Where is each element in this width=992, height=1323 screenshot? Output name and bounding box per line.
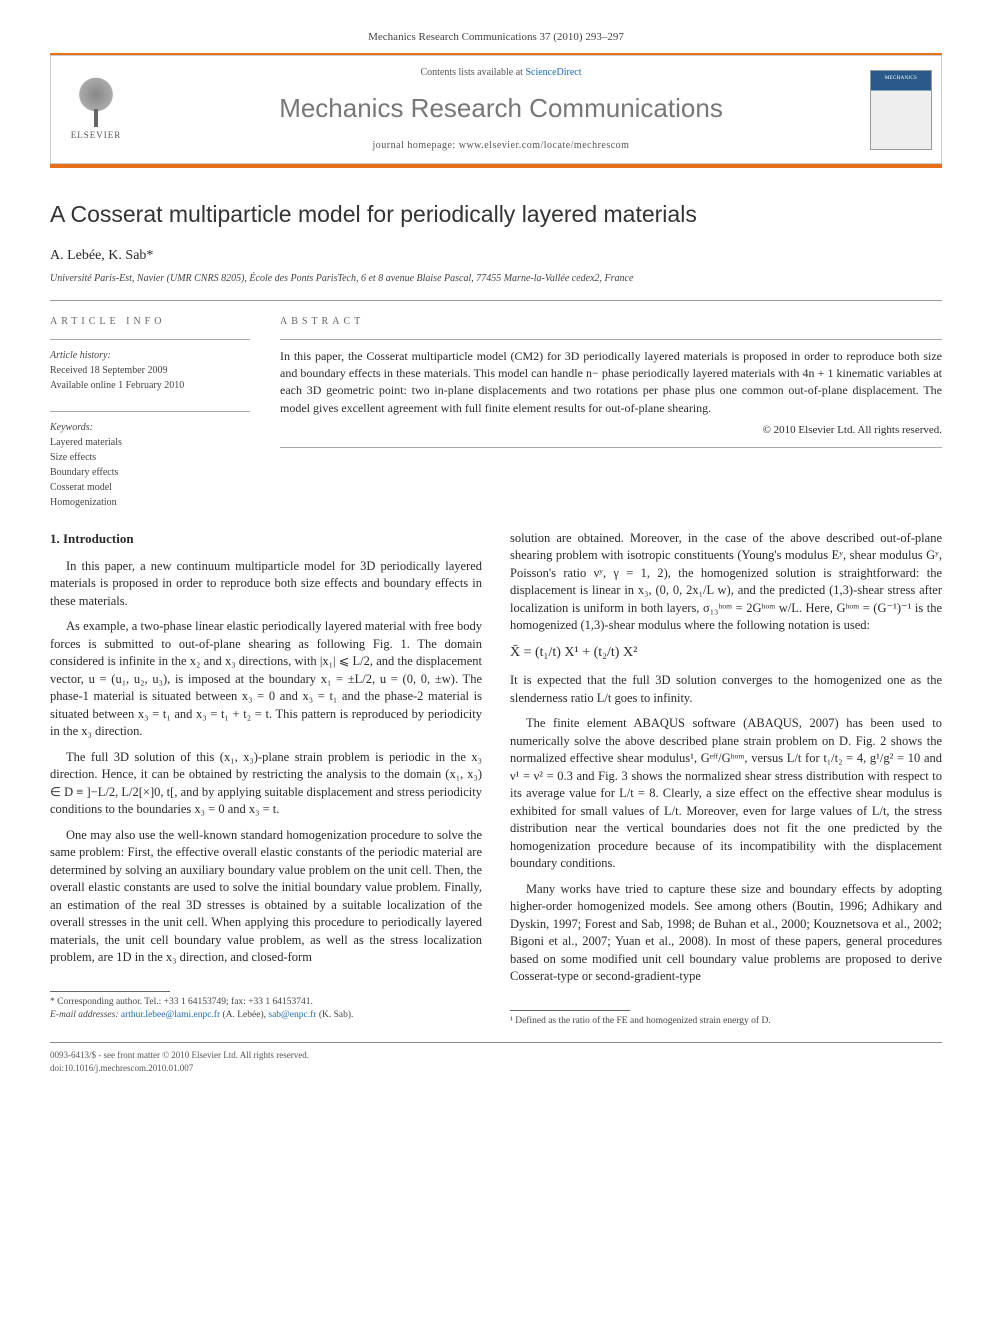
homepage-prefix: journal homepage:: [373, 140, 459, 151]
footnote-1: ¹ Defined as the ratio of the FE and hom…: [510, 1015, 942, 1028]
article-info-label: ARTICLE INFO: [50, 315, 250, 329]
publisher-name: ELSEVIER: [71, 129, 122, 142]
abstract-divider: [280, 339, 942, 340]
running-header: Mechanics Research Communications 37 (20…: [50, 30, 942, 45]
article-history: Article history: Received 18 September 2…: [50, 348, 250, 393]
keyword: Cosserat model: [50, 480, 250, 495]
abstract-label: ABSTRACT: [280, 315, 942, 329]
email-who: (A. Lebée),: [220, 1010, 268, 1020]
authors: A. Lebée, K. Sab*: [50, 246, 942, 266]
header-center: Contents lists available at ScienceDirec…: [141, 56, 861, 162]
journal-header: ELSEVIER Contents lists available at Sci…: [50, 55, 942, 163]
cover-thumb-cell: [861, 56, 941, 162]
keyword: Boundary effects: [50, 465, 250, 480]
page-bottom-divider: [50, 1042, 942, 1043]
journal-homepage: journal homepage: www.elsevier.com/locat…: [373, 139, 630, 153]
email-link[interactable]: sab@enpc.fr: [268, 1010, 316, 1020]
page-footer: 0093-6413/$ - see front matter © 2010 El…: [50, 1049, 942, 1074]
doi-line: doi:10.1016/j.mechrescom.2010.01.007: [50, 1062, 309, 1075]
body-paragraph: As example, a two-phase linear elastic p…: [50, 618, 482, 741]
footnote-divider: [50, 991, 170, 992]
footnote-divider: [510, 1010, 630, 1011]
journal-cover-thumb: [870, 70, 932, 150]
keyword: Size effects: [50, 450, 250, 465]
history-line: Available online 1 February 2010: [50, 378, 250, 393]
equation: X̄ = (t₁/t) X¹ + (t₂/t) X²: [510, 643, 942, 663]
abstract-copyright: © 2010 Elsevier Ltd. All rights reserved…: [280, 423, 942, 438]
journal-title: Mechanics Research Communications: [279, 90, 723, 126]
history-label: Article history:: [50, 348, 250, 363]
info-divider-2: [50, 411, 250, 412]
homepage-url[interactable]: www.elsevier.com/locate/mechrescom: [459, 140, 630, 151]
keywords-block: Keywords: Layered materials Size effects…: [50, 420, 250, 510]
right-footnotes: ¹ Defined as the ratio of the FE and hom…: [510, 1010, 942, 1028]
contents-line: Contents lists available at ScienceDirec…: [420, 66, 581, 80]
corresponding-footnote: * Corresponding author. Tel.: +33 1 6415…: [50, 996, 482, 1009]
corresponding-marker: *: [146, 248, 153, 263]
section-heading-intro: 1. Introduction: [50, 530, 482, 548]
emails-label: E-mail addresses:: [50, 1010, 121, 1020]
left-footnotes: * Corresponding author. Tel.: +33 1 6415…: [50, 991, 482, 1023]
keyword: Layered materials: [50, 435, 250, 450]
body-paragraph: solution are obtained. Moreover, in the …: [510, 530, 942, 635]
elsevier-tree-icon: [71, 77, 121, 127]
abstract-text: In this paper, the Cosserat multiparticl…: [280, 348, 942, 418]
contents-prefix: Contents lists available at: [420, 67, 525, 78]
body-paragraph: Many works have tried to capture these s…: [510, 881, 942, 986]
body-paragraph: The finite element ABAQUS software (ABAQ…: [510, 715, 942, 873]
body-paragraph: In this paper, a new continuum multipart…: [50, 558, 482, 611]
email-who: (K. Sab).: [316, 1010, 353, 1020]
history-line: Received 18 September 2009: [50, 363, 250, 378]
info-divider-1: [50, 339, 250, 340]
left-column: 1. Introduction In this paper, a new con…: [50, 530, 482, 1028]
body-paragraph: It is expected that the full 3D solution…: [510, 672, 942, 707]
affiliation: Université Paris-Est, Navier (UMR CNRS 8…: [50, 272, 942, 286]
bottom-accent-bar: [50, 164, 942, 168]
abstract-bottom-divider: [280, 447, 942, 448]
email-link[interactable]: arthur.lebee@lami.enpc.fr: [121, 1010, 220, 1020]
issn-line: 0093-6413/$ - see front matter © 2010 El…: [50, 1049, 309, 1062]
sciencedirect-link[interactable]: ScienceDirect: [525, 67, 581, 78]
author-names: A. Lebée, K. Sab: [50, 248, 146, 263]
emails-footnote: E-mail addresses: arthur.lebee@lami.enpc…: [50, 1009, 482, 1022]
article-info-column: ARTICLE INFO Article history: Received 1…: [50, 315, 250, 510]
keyword: Homogenization: [50, 495, 250, 510]
body-columns: 1. Introduction In this paper, a new con…: [50, 530, 942, 1028]
right-column: solution are obtained. Moreover, in the …: [510, 530, 942, 1028]
abstract-column: ABSTRACT In this paper, the Cosserat mul…: [280, 315, 942, 510]
body-paragraph: One may also use the well-known standard…: [50, 827, 482, 967]
publisher-logo-cell: ELSEVIER: [51, 56, 141, 162]
body-paragraph: The full 3D solution of this (x₁, x₃)-pl…: [50, 749, 482, 819]
title-divider: [50, 300, 942, 301]
article-title: A Cosserat multiparticle model for perio…: [50, 198, 942, 230]
keywords-label: Keywords:: [50, 420, 250, 435]
